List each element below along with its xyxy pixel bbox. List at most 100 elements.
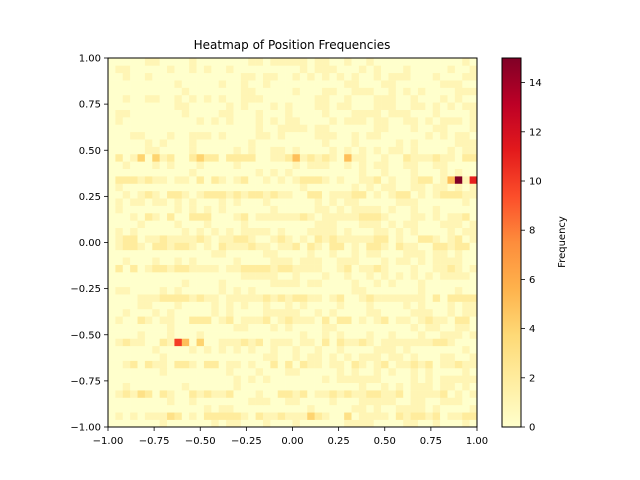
heatmap-cell (329, 249, 338, 258)
heatmap-cell (144, 338, 153, 347)
heatmap-cell (255, 80, 264, 88)
heatmap-cell (248, 294, 256, 302)
heatmap-cell (454, 367, 463, 376)
heatmap-cell (270, 419, 279, 428)
heatmap-cell (299, 338, 308, 347)
heatmap-cell (388, 80, 397, 88)
heatmap-cell (417, 360, 426, 369)
heatmap-cell (270, 117, 279, 125)
heatmap-cell (336, 94, 345, 103)
heatmap-cell (122, 375, 131, 384)
heatmap-cell (395, 257, 404, 265)
heatmap-cell (388, 279, 397, 288)
heatmap-cell (174, 242, 183, 251)
heatmap-cell (108, 294, 116, 302)
heatmap-cell (395, 345, 404, 354)
heatmap-cell (425, 331, 434, 339)
heatmap-cell (395, 294, 404, 302)
heatmap-cell (144, 264, 153, 273)
heatmap-cell (233, 360, 242, 369)
heatmap-cell (329, 353, 338, 361)
heatmap-cell (307, 412, 315, 420)
heatmap-cell (299, 220, 308, 229)
heatmap-cell (447, 257, 456, 265)
heatmap-cell (159, 345, 168, 354)
heatmap-cell (358, 109, 367, 118)
heatmap-cell (262, 153, 271, 162)
heatmap-cell (366, 242, 374, 251)
heatmap-cell (447, 286, 456, 295)
heatmap-cell (115, 235, 124, 243)
heatmap-cell (388, 198, 397, 206)
heatmap-cell (329, 190, 338, 199)
heatmap-cell (115, 109, 124, 118)
heatmap-cell (270, 94, 279, 103)
heatmap-cell (115, 249, 124, 258)
heatmap-cell (425, 109, 434, 118)
x-tick-label: 0.75 (420, 436, 442, 447)
heatmap-cell (115, 272, 124, 280)
heatmap-cell (167, 153, 175, 162)
heatmap-cell (285, 367, 293, 376)
heatmap-cell (388, 65, 397, 74)
heatmap-cell (277, 331, 286, 339)
heatmap-cell (454, 279, 463, 288)
heatmap-cell (462, 146, 470, 155)
heatmap-cell (159, 117, 168, 125)
heatmap-cell (432, 94, 441, 103)
heatmap-cell (462, 367, 470, 376)
heatmap-cell (270, 353, 279, 361)
heatmap-cell (425, 367, 434, 376)
heatmap-cell (203, 257, 212, 265)
heatmap-cell (181, 65, 190, 74)
heatmap-cell (144, 58, 153, 66)
heatmap-cell (240, 419, 249, 428)
heatmap-cell (403, 360, 411, 369)
heatmap-cell (226, 87, 234, 96)
heatmap-cell (447, 139, 456, 147)
heatmap-cell (462, 331, 470, 339)
heatmap-cell (144, 94, 153, 103)
heatmap-cell (329, 316, 338, 324)
heatmap-cell (144, 294, 153, 302)
heatmap-cell (373, 80, 382, 88)
heatmap-cell (270, 109, 279, 118)
heatmap-cell (322, 94, 330, 103)
heatmap-cell (277, 72, 286, 81)
heatmap-cell (115, 212, 124, 221)
heatmap-cell (122, 360, 131, 369)
heatmap-cell (322, 286, 330, 295)
heatmap-cell (248, 124, 256, 133)
heatmap-cell (322, 102, 330, 110)
heatmap-cell (144, 279, 153, 288)
heatmap-cell (432, 279, 441, 288)
heatmap-cell (329, 404, 338, 413)
heatmap-cell (344, 382, 352, 391)
heatmap-cell (322, 404, 330, 413)
heatmap-cell (226, 190, 234, 199)
heatmap-cell (381, 183, 389, 192)
heatmap-cell (167, 345, 175, 354)
heatmap-cell (314, 412, 323, 420)
heatmap-cell (122, 168, 131, 177)
heatmap-cell (454, 72, 463, 81)
heatmap-cell (454, 404, 463, 413)
heatmap-cell (115, 168, 124, 177)
heatmap-cell (152, 404, 160, 413)
heatmap-cell (277, 176, 286, 184)
heatmap-cell (122, 367, 131, 376)
heatmap-cell (159, 109, 168, 118)
heatmap-cell (233, 198, 242, 206)
heatmap-cell (285, 264, 293, 273)
heatmap-cell (373, 87, 382, 96)
heatmap-cell (233, 102, 242, 110)
heatmap-cell (137, 331, 146, 339)
heatmap-cell (432, 404, 441, 413)
heatmap-cell (454, 161, 463, 169)
heatmap-cell (240, 117, 249, 125)
heatmap-cell (159, 412, 168, 420)
heatmap-cell (395, 375, 404, 384)
heatmap-cell (329, 58, 338, 66)
heatmap-cell (292, 235, 301, 243)
heatmap-cell (137, 212, 146, 221)
